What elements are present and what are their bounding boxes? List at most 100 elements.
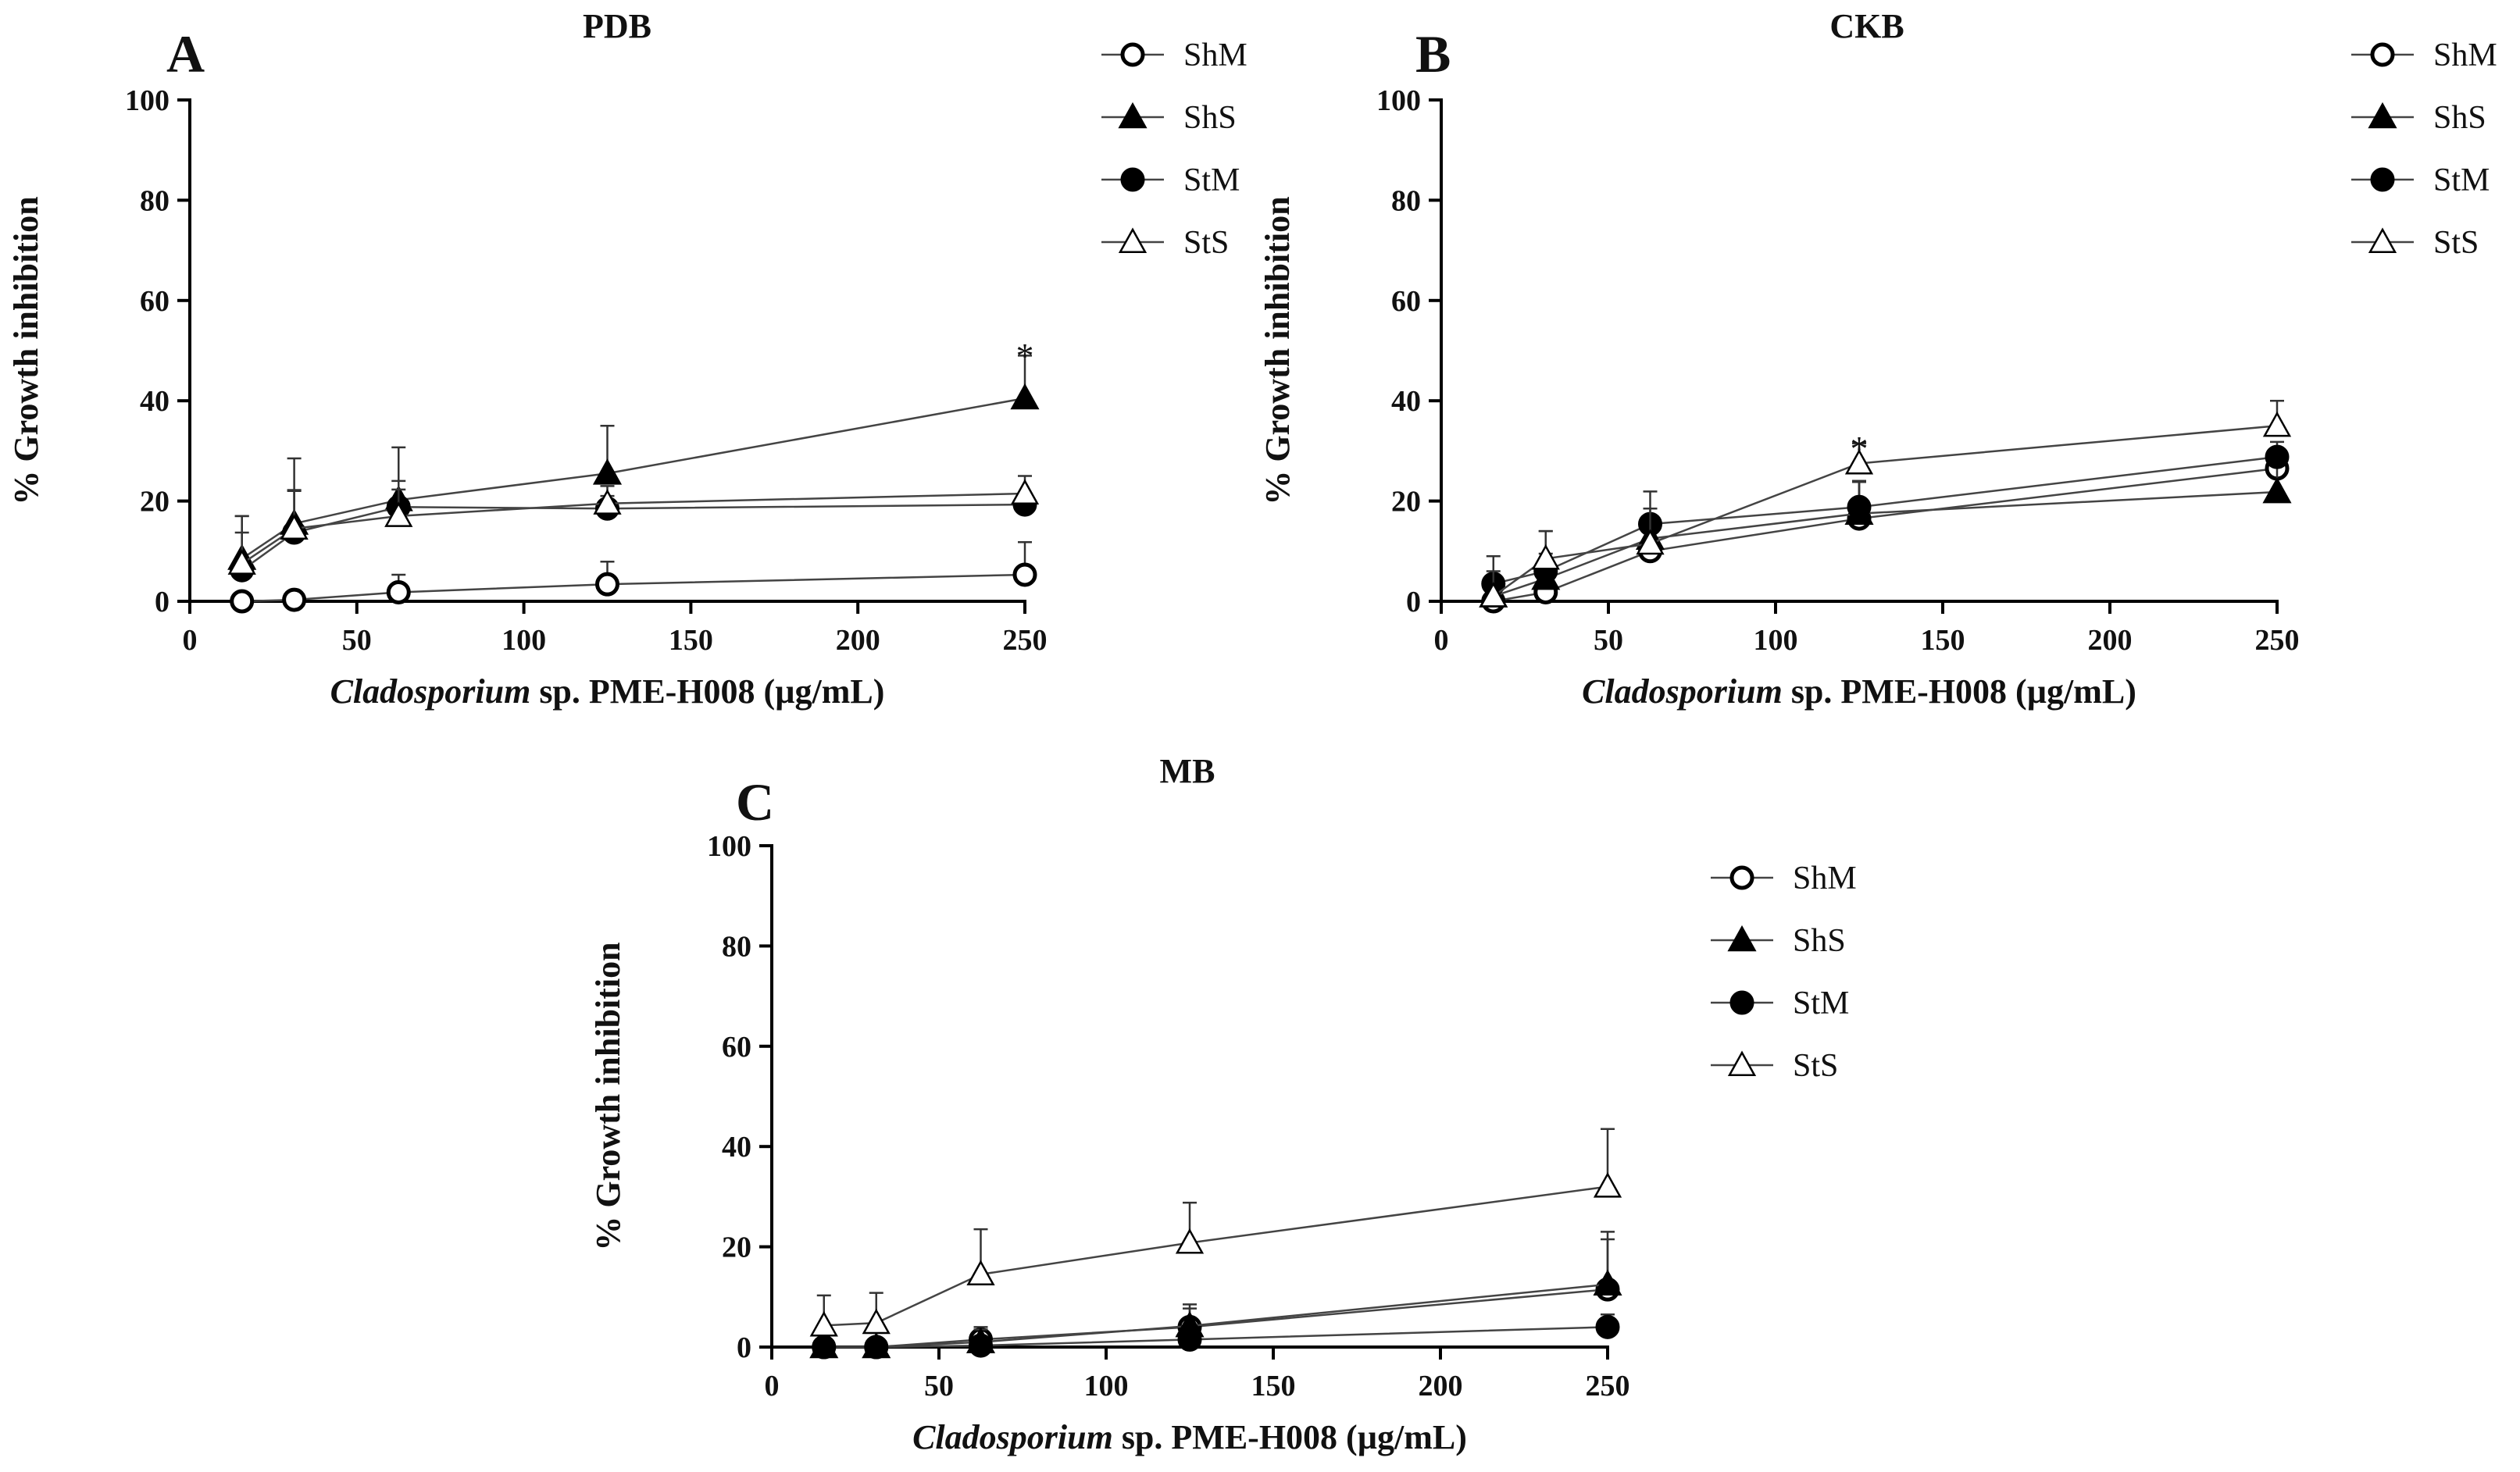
- chart-title: MB: [1160, 752, 1215, 790]
- chart-panel-C: MB C 0 20 40 60 80 100 0 50 100 150 200 250 Cladospori…: [589, 752, 1857, 1456]
- y-axis-label: % Growth inhibition: [7, 196, 45, 504]
- legend-marker-ShS: [1727, 925, 1757, 952]
- y-tick-label: 20: [1391, 486, 1421, 519]
- data-point-StS: [1844, 448, 1874, 475]
- data-point-ShM: [230, 589, 255, 614]
- legend-marker-StM: [1120, 167, 1145, 192]
- series-line-StM: [1493, 455, 2278, 585]
- legend-label: ShS: [1183, 100, 1237, 136]
- series-line-ShM: [241, 573, 1026, 603]
- x-tick-label: 200: [1419, 1370, 1463, 1402]
- legend-marker-ShM: [1120, 42, 1145, 67]
- data-point-StS: [1479, 582, 1508, 608]
- series-line-ShM: [1493, 467, 2278, 603]
- data-point-ShM: [282, 587, 307, 612]
- x-axis-label-rest: sp. PME-H008 (µg/mL): [1783, 672, 2136, 711]
- data-point-StS: [384, 501, 413, 527]
- y-tick-label: 20: [722, 1231, 751, 1264]
- x-axis-label-rest: sp. PME-H008 (µg/mL): [1113, 1418, 1467, 1456]
- legend-marker-ShM: [1729, 865, 1754, 890]
- series-StM: [812, 1313, 1620, 1360]
- legend-label: ShS: [2433, 100, 2486, 136]
- x-tick-label: 50: [342, 624, 372, 657]
- data-point-StS: [2262, 411, 2292, 437]
- legend-label: ShM: [1793, 861, 1857, 896]
- y-tick-label: 100: [707, 830, 751, 863]
- y-tick-label: 80: [140, 184, 170, 217]
- y-axis-label: % Growth inhibition: [1258, 196, 1297, 504]
- legend-label: ShM: [2433, 37, 2497, 73]
- x-axis-label-italic: Cladosporium: [912, 1418, 1113, 1456]
- legend-label: ShM: [1183, 37, 1248, 73]
- series-ShM: [230, 540, 1037, 614]
- panel-letter: B: [1415, 24, 1451, 84]
- data-point-StS: [227, 549, 256, 575]
- y-tick-label: 100: [125, 84, 170, 117]
- series-line-ShS: [1493, 490, 2278, 597]
- x-tick-label: 100: [502, 624, 546, 657]
- data-point-StM: [969, 1333, 993, 1358]
- y-tick-label: 0: [1406, 586, 1421, 618]
- x-tick-label: 100: [1084, 1370, 1129, 1402]
- y-tick-label: 40: [140, 385, 170, 418]
- y-tick-label: 20: [140, 486, 170, 519]
- x-tick-label: 0: [765, 1370, 780, 1402]
- legend-marker-StS: [2368, 227, 2397, 254]
- legend-marker-StM: [1729, 990, 1754, 1015]
- legend-label: StM: [1793, 985, 1849, 1021]
- x-tick-label: 250: [1003, 624, 1048, 657]
- y-tick-label: 60: [1391, 285, 1421, 318]
- legend-marker-ShM: [2370, 42, 2395, 67]
- legend-label: ShS: [1793, 923, 1846, 959]
- y-tick-label: 80: [722, 930, 751, 963]
- data-point-StS: [1531, 544, 1560, 570]
- x-tick-label: 50: [1594, 624, 1623, 657]
- legend: ShM ShS StM StS: [1711, 861, 1857, 1084]
- data-point-StM: [864, 1335, 889, 1360]
- x-axis-label-italic: Cladosporium: [1582, 672, 1783, 711]
- y-tick-label: 60: [722, 1031, 751, 1064]
- series-line-ShS: [241, 397, 1026, 560]
- data-point-StS: [809, 1310, 838, 1337]
- x-tick-label: 0: [183, 624, 198, 657]
- x-tick-label: 250: [2255, 624, 2300, 657]
- y-tick-label: 0: [737, 1331, 751, 1364]
- x-tick-label: 0: [1434, 624, 1449, 657]
- y-axis-label: % Growth inhibition: [589, 942, 627, 1250]
- data-point-StM: [812, 1335, 837, 1360]
- legend-marker-ShS: [1118, 102, 1148, 129]
- x-tick-label: 250: [1586, 1370, 1630, 1402]
- legend-label: StM: [1183, 162, 1240, 198]
- chart-panel-A: PDB A 0 20 40 60 80 100 0 50 100 150 200 250 Cladospor…: [7, 7, 1248, 711]
- series-ShS: [227, 355, 1040, 570]
- data-point-ShS: [1593, 1269, 1622, 1296]
- data-point-ShM: [386, 579, 411, 604]
- legend-marker-StS: [1727, 1050, 1757, 1077]
- x-axis-label: Cladosporium sp. PME-H008 (µg/mL): [912, 1418, 1467, 1456]
- y-tick-label: 100: [1376, 84, 1421, 117]
- data-point-StS: [1636, 529, 1665, 555]
- series-line-StM: [241, 503, 1026, 572]
- x-axis-label-italic: Cladosporium: [330, 672, 531, 711]
- series-StS: [809, 1128, 1622, 1337]
- series-StS: [227, 475, 1040, 575]
- x-tick-label: 150: [669, 624, 713, 657]
- x-tick-label: 150: [1921, 624, 1965, 657]
- panel-letter: A: [166, 24, 205, 84]
- x-axis-label: Cladosporium sp. PME-H008 (µg/mL): [1582, 672, 2136, 711]
- x-axis-label-rest: sp. PME-H008 (µg/mL): [530, 672, 884, 711]
- data-point-StM: [2265, 444, 2290, 469]
- x-tick-label: 200: [2088, 624, 2133, 657]
- chart-title: CKB: [1829, 7, 1904, 45]
- data-point-ShS: [2262, 476, 2292, 504]
- x-axis-label: Cladosporium sp. PME-H008 (µg/mL): [330, 672, 885, 711]
- legend-marker-StS: [1118, 227, 1148, 254]
- significance-star: *: [1851, 429, 1869, 469]
- x-tick-label: 200: [836, 624, 880, 657]
- data-point-StS: [1175, 1228, 1205, 1254]
- data-point-ShS: [592, 458, 623, 485]
- series-ShS: [1479, 463, 2292, 608]
- data-point-StS: [862, 1308, 891, 1335]
- legend-marker-StM: [2370, 167, 2395, 192]
